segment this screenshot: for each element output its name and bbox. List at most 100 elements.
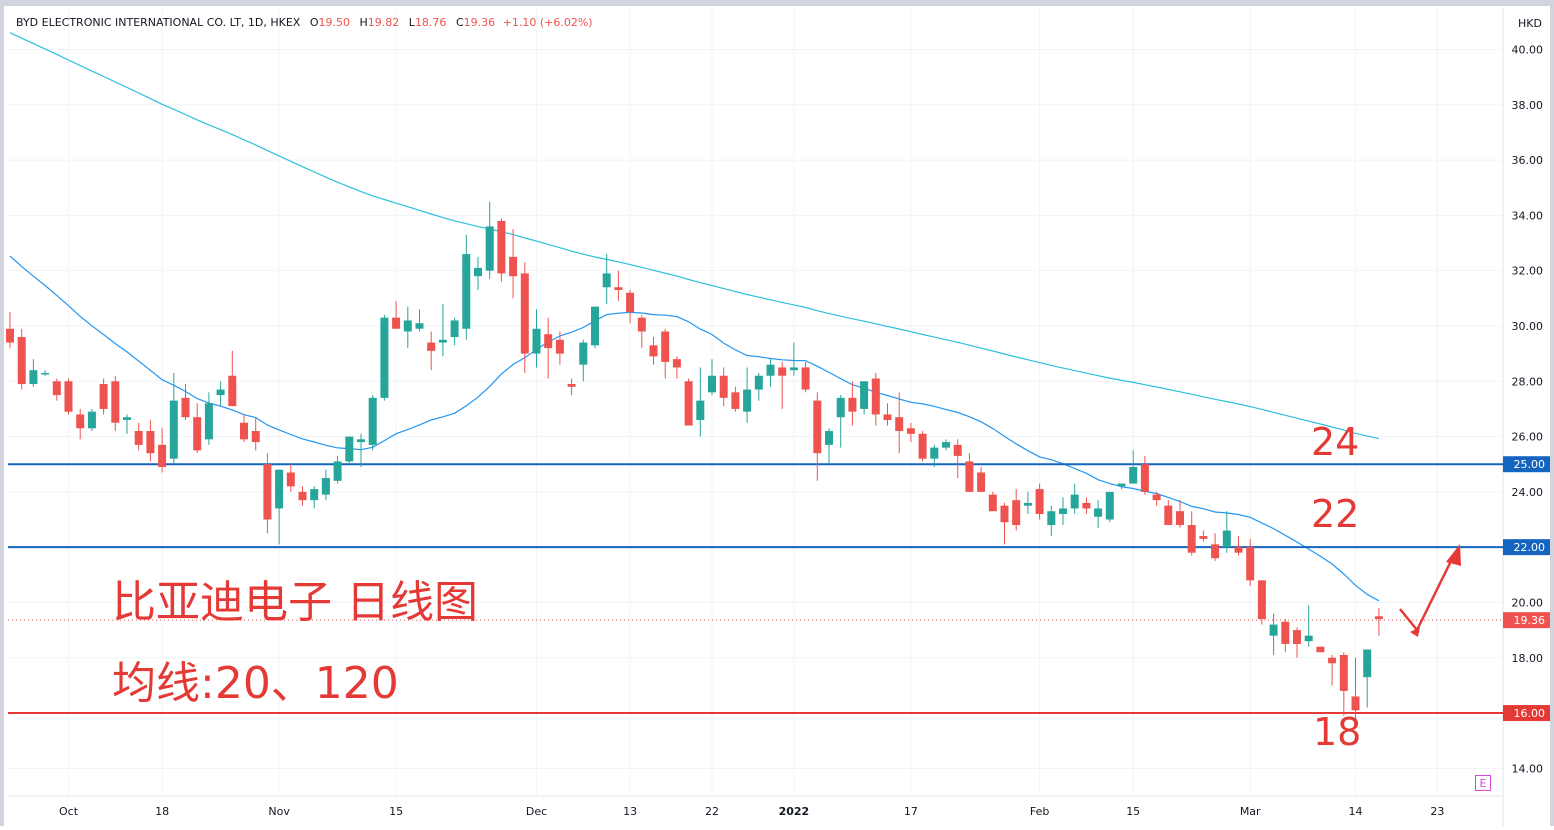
candle-body bbox=[1187, 525, 1196, 553]
y-tick-label: 26.00 bbox=[1512, 431, 1544, 444]
last-price-label: 19.36 bbox=[1514, 614, 1546, 627]
candle-body bbox=[918, 433, 927, 459]
level-price-tag bbox=[1503, 456, 1550, 473]
candle-body bbox=[1140, 464, 1149, 492]
candle-body bbox=[1351, 696, 1360, 711]
candle-body bbox=[520, 273, 529, 354]
x-tick-label: 17 bbox=[904, 805, 918, 818]
candle-body bbox=[965, 461, 974, 492]
candle-body bbox=[1374, 616, 1383, 620]
candle-body bbox=[766, 364, 775, 376]
y-tick-label: 38.00 bbox=[1512, 99, 1544, 112]
candle-body bbox=[1023, 502, 1032, 506]
x-tick-label: Dec bbox=[526, 805, 547, 818]
candle-body bbox=[1257, 580, 1266, 620]
candle-body bbox=[298, 491, 307, 501]
candle-body bbox=[789, 367, 798, 371]
symbol-legend: BYD ELECTRONIC INTERNATIONAL CO. LT, 1D,… bbox=[16, 16, 593, 29]
y-tick-label: 28.00 bbox=[1512, 375, 1544, 388]
candle-body bbox=[497, 220, 506, 274]
left-border bbox=[0, 0, 4, 826]
candle-body bbox=[52, 381, 61, 396]
candle-body bbox=[649, 345, 658, 357]
right-border bbox=[1550, 0, 1554, 826]
x-tick-label: Oct bbox=[59, 805, 79, 818]
candle-body bbox=[871, 378, 880, 415]
x-tick-label: 18 bbox=[155, 805, 169, 818]
symbol-name: BYD ELECTRONIC INTERNATIONAL CO. LT, 1D,… bbox=[16, 16, 301, 29]
candle-body bbox=[1339, 654, 1348, 691]
candle-body bbox=[825, 431, 833, 445]
candle-body bbox=[345, 436, 354, 462]
low-value: 18.76 bbox=[414, 16, 447, 29]
candle-body bbox=[1363, 649, 1372, 678]
y-tick-label: 36.00 bbox=[1512, 154, 1544, 167]
candle-body bbox=[158, 444, 167, 467]
candle-body bbox=[1105, 491, 1114, 520]
level-price-tag bbox=[1503, 705, 1550, 722]
ma20-line bbox=[9, 255, 1380, 602]
y-tick-label: 40.00 bbox=[1512, 43, 1544, 56]
candle-body bbox=[1234, 547, 1243, 553]
level-price-label: 25.00 bbox=[1514, 458, 1546, 471]
candle-body bbox=[743, 389, 752, 412]
candle-body bbox=[111, 381, 120, 423]
currency-label[interactable]: HKD bbox=[1518, 17, 1542, 30]
candle-body bbox=[286, 472, 295, 487]
candle-body bbox=[1129, 466, 1138, 484]
x-tick-label: 15 bbox=[389, 805, 403, 818]
candle-body bbox=[1000, 505, 1009, 523]
candle-body bbox=[485, 226, 494, 271]
candle-body bbox=[450, 320, 459, 338]
candle-body bbox=[1246, 547, 1255, 581]
candle-body bbox=[614, 287, 623, 291]
high-value: 19.82 bbox=[367, 16, 400, 29]
candle-body bbox=[216, 389, 225, 396]
events-button[interactable]: E bbox=[1475, 775, 1491, 791]
candle-body bbox=[813, 400, 822, 454]
candle-body bbox=[204, 403, 213, 440]
candle-body bbox=[64, 381, 73, 412]
candle-body bbox=[1328, 657, 1337, 664]
candle-body bbox=[696, 400, 705, 420]
candle-body bbox=[544, 334, 553, 349]
level-18-annotation: 18 bbox=[1313, 710, 1362, 754]
candle-body bbox=[942, 442, 950, 448]
candle-body bbox=[1082, 502, 1091, 509]
candle-body bbox=[591, 306, 599, 346]
chart-title-annotation: 比亚迪电子 日线图 bbox=[112, 577, 478, 628]
candle-body bbox=[181, 397, 190, 418]
open-label: O bbox=[309, 16, 319, 29]
candle-body bbox=[1070, 494, 1079, 509]
candle-body bbox=[988, 494, 997, 512]
close-value: 19.36 bbox=[463, 16, 496, 29]
y-tick-label: 18.00 bbox=[1512, 652, 1544, 665]
candle-body bbox=[719, 375, 728, 398]
candle-body bbox=[76, 414, 85, 429]
x-tick-label: Feb bbox=[1030, 805, 1049, 818]
candle-body bbox=[275, 469, 284, 509]
candle-body bbox=[602, 273, 611, 288]
candle-body bbox=[251, 431, 260, 443]
top-border bbox=[0, 0, 1554, 6]
candle-body bbox=[883, 414, 892, 420]
candle-body bbox=[1293, 630, 1301, 644]
high-label: H bbox=[359, 16, 368, 29]
y-tick-label: 30.00 bbox=[1512, 320, 1544, 333]
y-tick-label: 14.00 bbox=[1512, 762, 1544, 775]
candle-body bbox=[579, 342, 588, 365]
candle-body bbox=[427, 342, 436, 351]
x-tick-label: 22 bbox=[705, 805, 719, 818]
candle-body bbox=[953, 444, 962, 456]
close-label: C bbox=[455, 16, 464, 29]
candle-body bbox=[87, 411, 96, 429]
candle-body bbox=[368, 397, 377, 445]
candle-body bbox=[438, 339, 447, 343]
level-24-annotation: 24 bbox=[1311, 420, 1360, 464]
x-tick-label: Nov bbox=[268, 805, 290, 818]
candle-body bbox=[1269, 624, 1278, 636]
x-tick-label: 13 bbox=[623, 805, 637, 818]
